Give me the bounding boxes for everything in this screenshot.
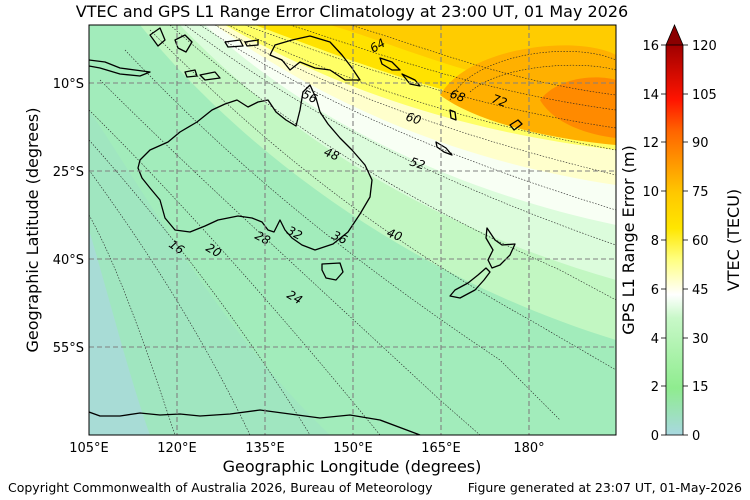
contour-label-28: 28	[253, 228, 273, 248]
x-axis-label: Geographic Longitude (degrees)	[223, 457, 482, 476]
y-axis-label: Geographic Latitude (degrees)	[23, 107, 42, 352]
colorbar-left-tick: 10	[642, 185, 659, 200]
colorbar-left-tick: 14	[642, 88, 659, 103]
y-axis-ticks: 10°S 25°S 40°S 55°S	[53, 77, 84, 356]
y-tick-label: 10°S	[53, 77, 84, 92]
y-tick-label: 55°S	[53, 341, 84, 356]
colorbar-right-label: VTEC (TECU)	[724, 189, 743, 291]
colorbar-right-tick: 60	[692, 234, 709, 249]
x-tick-label: 150°E	[333, 441, 373, 456]
colorbar-left-tick: 12	[642, 136, 659, 151]
antarctica-coastline	[89, 409, 421, 435]
contour-label-48: 48	[322, 145, 342, 164]
colorbar-left-tick: 8	[651, 234, 659, 249]
y-tick-label: 40°S	[53, 253, 84, 268]
contour-label-40: 40	[385, 226, 404, 245]
vtec-band-low	[89, 110, 330, 435]
contour-label-32: 32	[285, 223, 305, 243]
x-tick-label: 120°E	[157, 441, 197, 456]
contour-label-20: 20	[204, 240, 225, 260]
colorbar-left-tick: 2	[651, 380, 659, 395]
coastlines	[89, 27, 523, 435]
solomon-islands	[379, 57, 401, 71]
figure-title: VTEC and GPS L1 Range Error Climatology …	[76, 2, 628, 21]
contour-label-68: 68	[448, 87, 467, 106]
contour-label-72: 72	[490, 92, 509, 110]
new-caledonia	[435, 141, 453, 156]
x-tick-label: 105°E	[69, 441, 109, 456]
x-tick-label: 135°E	[245, 441, 285, 456]
map-frame	[88, 24, 617, 436]
colorbar-right-tick: 120	[692, 39, 717, 54]
tasmania-coastline	[321, 262, 344, 281]
contour-label-60: 60	[404, 110, 423, 128]
colorbar-right-tick: 30	[692, 332, 709, 347]
colorbar-left-tick: 0	[651, 429, 659, 444]
australia-coastline	[137, 84, 373, 251]
contour-label-group: 16 20 24 28 32 36 40 48 52 56 60 64 68 7…	[166, 36, 509, 307]
contour-label-64: 64	[368, 36, 388, 56]
colorbar-left-tick: 16	[642, 39, 659, 54]
colorbar-extend-triangle	[666, 25, 683, 45]
new-zealand-north-coastline	[485, 227, 516, 269]
colorbar-right-tick: 75	[692, 185, 709, 200]
contour-label-24: 24	[285, 287, 305, 307]
contour-lines	[89, 25, 616, 435]
generated-timestamp: Figure generated at 23:07 UT, 01-May-202…	[468, 480, 742, 495]
contour-label-52: 52	[408, 155, 427, 173]
copyright-text: Copyright Commonwealth of Australia 2026…	[8, 480, 433, 495]
colorbar-right-tick: 15	[692, 380, 709, 395]
new-zealand-south-coastline	[449, 267, 491, 299]
colorbar-right-tick: 45	[692, 283, 709, 298]
colorbar-left-tick: 4	[651, 332, 659, 347]
colorbar-left-tick: 6	[651, 283, 659, 298]
map-panel: 16 20 24 28 32 36 40 48 52 56 60 64 68 7…	[89, 25, 616, 435]
colorbar-right-tick: 90	[692, 136, 709, 151]
x-tick-label: 180°	[513, 441, 544, 456]
colorbar-right-tick: 105	[692, 88, 717, 103]
gridlines	[89, 25, 616, 435]
contour-label-56: 56	[300, 87, 320, 106]
x-tick-label: 165°E	[421, 441, 461, 456]
indonesia-islands	[89, 59, 151, 77]
colorbar: 0 2 4 6 8 10 12 14 16 0 15 30 45 60 75 9…	[619, 23, 743, 444]
y-tick-label: 25°S	[53, 165, 84, 180]
colorbar-right-tick: 0	[692, 429, 700, 444]
vtec-band-teal	[89, 230, 150, 435]
new-guinea-coastline	[269, 35, 361, 81]
colorbar-left-label: GPS L1 Range Error (m)	[619, 145, 638, 334]
x-axis-ticks: 105°E 120°E 135°E 150°E 165°E 180°	[69, 441, 544, 456]
